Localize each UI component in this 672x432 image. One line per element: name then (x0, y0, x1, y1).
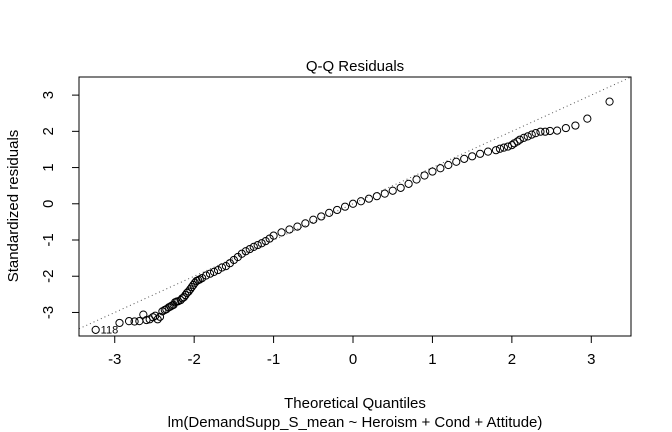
data-point (475, 149, 485, 158)
data-point (241, 247, 250, 256)
data-point (257, 239, 266, 248)
y-tick-label: 2 (40, 127, 57, 135)
data-point (301, 219, 310, 228)
data-point (333, 205, 342, 215)
data-point (135, 317, 144, 326)
data-point (317, 212, 326, 221)
data-point (553, 126, 562, 135)
data-point (545, 126, 555, 136)
chart-title: Q-Q Residuals (306, 58, 404, 75)
data-point (388, 186, 397, 195)
y-axis: -3 -2 -1 0 1 2 3 (40, 91, 80, 319)
data-point (412, 175, 421, 184)
data-point (571, 121, 580, 130)
data-point (139, 310, 148, 319)
outlier-label: 118 (101, 325, 119, 337)
data-point (91, 325, 100, 334)
data-point (404, 179, 413, 188)
x-axis: -3 -2 -1 0 1 2 3 (108, 335, 595, 368)
data-point (261, 236, 270, 246)
data-point (483, 147, 493, 156)
y-tick-label: 0 (40, 200, 57, 208)
y-tick-label: -1 (40, 233, 57, 246)
x-tick-label: 0 (349, 351, 357, 368)
data-point (158, 307, 167, 316)
data-point (452, 157, 461, 166)
x-tick-label: -2 (187, 351, 200, 368)
data-point (513, 137, 522, 146)
data-point (561, 123, 570, 133)
data-point (523, 132, 532, 141)
data-point (293, 222, 302, 231)
data-point (356, 197, 366, 206)
data-point (468, 152, 477, 161)
chart-subtitle: lm(DemandSupp_S_mean ~ Heroism + Cond + … (168, 414, 543, 431)
y-tick-label: 3 (40, 91, 57, 99)
data-point (527, 130, 536, 139)
data-point (269, 231, 278, 240)
data-point (237, 249, 246, 258)
data-point (491, 146, 501, 155)
data-point (195, 275, 204, 284)
data-point (130, 317, 139, 326)
data-point (507, 141, 516, 150)
data-point (380, 189, 389, 198)
data-point (198, 273, 207, 283)
data-point (201, 271, 211, 280)
y-axis-label: Standardized residuals (5, 130, 22, 283)
data-point (213, 265, 223, 275)
data-point (396, 183, 405, 192)
data-point (205, 269, 215, 278)
data-point (436, 164, 445, 173)
data-point (531, 129, 540, 138)
data-point (245, 244, 254, 254)
data-point (162, 305, 171, 314)
data-point (605, 97, 614, 106)
data-point (325, 208, 334, 217)
data-point (115, 318, 124, 328)
data-point (249, 242, 258, 251)
data-point (372, 192, 381, 201)
data-point (420, 171, 429, 180)
data-point (503, 142, 512, 151)
data-point (499, 143, 509, 152)
y-tick-label: -2 (40, 270, 57, 283)
x-tick-label: 2 (508, 351, 516, 368)
data-point (124, 317, 134, 326)
reference-line (79, 77, 631, 330)
data-point (253, 240, 262, 250)
data-point (340, 202, 350, 211)
data-point (285, 225, 294, 234)
data-point (364, 194, 373, 203)
x-axis-label: Theoretical Quantiles (284, 395, 426, 412)
data-points (91, 97, 614, 334)
data-point (428, 167, 437, 176)
data-point (536, 127, 545, 136)
x-tick-label: -1 (267, 351, 280, 368)
data-point (460, 154, 469, 163)
data-point (348, 199, 358, 208)
data-point (217, 263, 227, 272)
x-tick-label: 1 (428, 351, 436, 368)
data-point (277, 228, 286, 237)
data-point (444, 160, 453, 170)
y-tick-label: -3 (40, 306, 57, 319)
data-point (515, 135, 524, 144)
data-point (309, 215, 318, 224)
data-point (495, 144, 505, 153)
x-tick-label: 3 (587, 351, 595, 368)
data-point (519, 133, 528, 142)
x-tick-label: -3 (108, 351, 121, 368)
data-point (583, 114, 592, 123)
data-point (541, 127, 550, 136)
data-point (155, 312, 165, 321)
data-point (209, 267, 219, 276)
plot-area: 118 (79, 77, 631, 337)
y-tick-label: 1 (40, 163, 57, 171)
data-point (153, 315, 162, 324)
